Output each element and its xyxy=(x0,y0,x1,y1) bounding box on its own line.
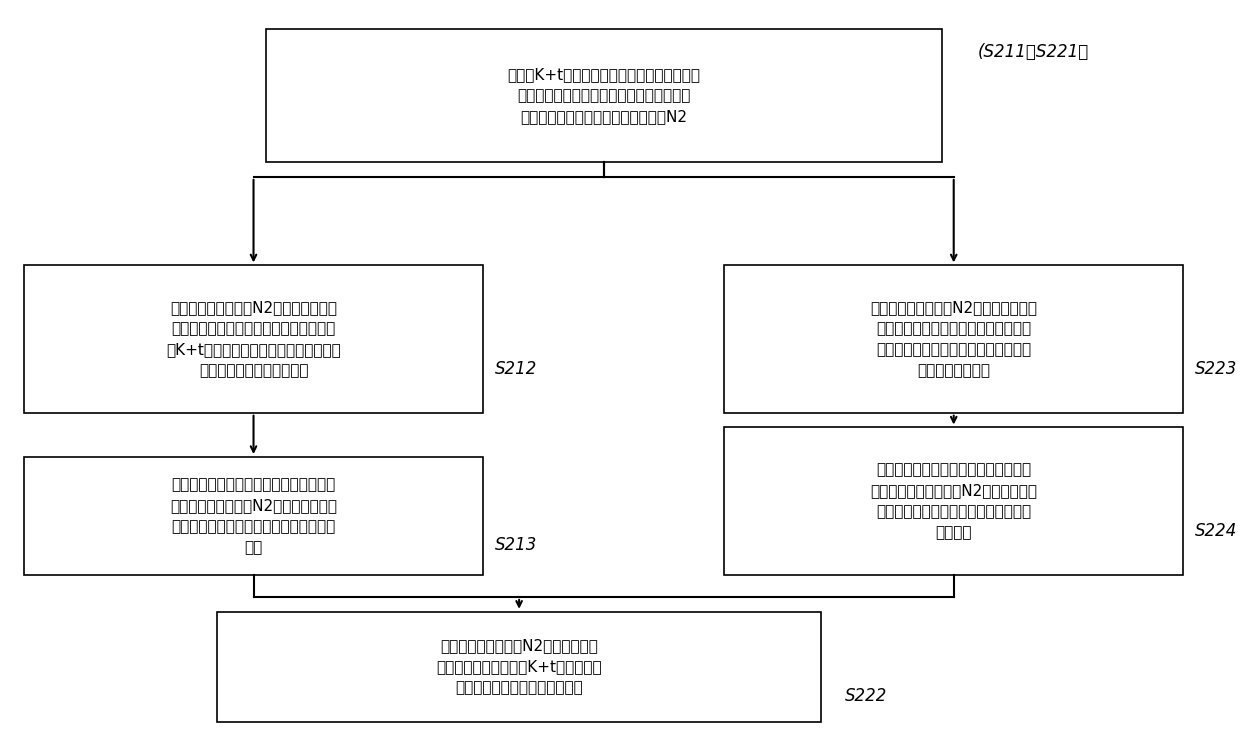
FancyBboxPatch shape xyxy=(265,29,941,162)
Text: 若所述电动阀门数量N2满足第二预设
条件，保持冷冻水在第K+t时刻的供水
温度和冷冻水泵的第二运行频率: 若所述电动阀门数量N2满足第二预设 条件，保持冷冻水在第K+t时刻的供水 温度和… xyxy=(436,638,601,696)
Text: S212: S212 xyxy=(495,360,537,377)
FancyBboxPatch shape xyxy=(217,612,821,722)
FancyBboxPatch shape xyxy=(24,265,482,413)
FancyBboxPatch shape xyxy=(724,427,1183,575)
Text: 若所述电动阀门数量N2满足第一预设条
件，则根据所述设定频率调低冷冻水泵在
第K+t时刻的第二运行频率，直至冷冻水
泵的运行频率达到下限频率: 若所述电动阀门数量N2满足第一预设条 件，则根据所述设定频率调低冷冻水泵在 第K… xyxy=(166,300,341,378)
Text: S223: S223 xyxy=(1195,360,1238,377)
Text: 若所述电动阀门数量N2满足第三预设条
件，则根据所述设定频率调高冷冻水泵
的第二运行频率，直至冷冻水泵的运行
频率达到上限频率: 若所述电动阀门数量N2满足第三预设条 件，则根据所述设定频率调高冷冻水泵 的第二… xyxy=(870,300,1037,378)
FancyBboxPatch shape xyxy=(24,457,482,575)
FancyBboxPatch shape xyxy=(724,265,1183,413)
Text: S213: S213 xyxy=(495,537,537,554)
Text: 当冷冻水泵的运行频率达到上限频率时
，若所述电动阀门数量N2仍满足第三预
设条件，则根据设定温度调低冷冻水的
供水温度: 当冷冻水泵的运行频率达到上限频率时 ，若所述电动阀门数量N2仍满足第三预 设条件… xyxy=(870,462,1037,540)
Text: S222: S222 xyxy=(846,688,888,705)
Text: 当冷冻水泵的运行频率达到下限频率时，
若所述电动阀门数量N2仍满足第一预设
条件，则根据设定温度调高冷冻水的供水
温度: 当冷冻水泵的运行频率达到下限频率时， 若所述电动阀门数量N2仍满足第一预设 条件… xyxy=(170,477,337,555)
Text: (S211，S221）: (S211，S221） xyxy=(978,43,1089,60)
Text: S224: S224 xyxy=(1195,522,1238,539)
Text: 检测第K+t时刻、所有电动阀门的第二开度，
并确定空调末端组合式风柜中所有电动阀门
的第二开度大于阈值的电动阀门数量N2: 检测第K+t时刻、所有电动阀门的第二开度， 并确定空调末端组合式风柜中所有电动阀… xyxy=(507,67,701,125)
